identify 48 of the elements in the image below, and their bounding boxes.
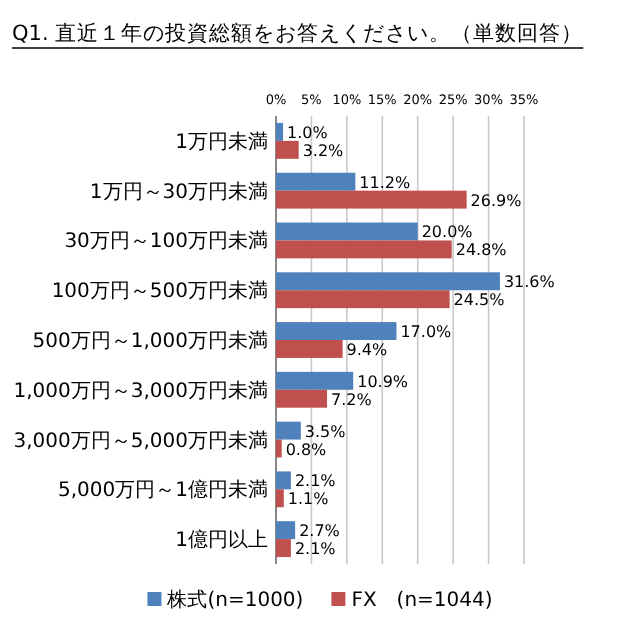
bar xyxy=(276,290,450,309)
data-label: 2.1% xyxy=(294,540,337,559)
data-label: 26.9% xyxy=(470,191,523,210)
data-label: 20.0% xyxy=(421,223,474,242)
bar xyxy=(276,190,467,209)
data-label: 9.4% xyxy=(346,340,389,359)
y-tick-label: 100万円～500万円未満 xyxy=(51,279,268,304)
bar xyxy=(276,122,284,141)
bar xyxy=(276,272,500,291)
bar xyxy=(276,489,284,508)
data-label: 0.8% xyxy=(285,440,328,459)
data-label: 2.1% xyxy=(294,472,337,491)
y-tick-label: 5,000万円～1億円未満 xyxy=(58,478,268,503)
data-label: 17.0% xyxy=(400,323,453,342)
data-label: 1.0% xyxy=(287,123,329,142)
bar xyxy=(276,421,301,440)
data-label: 2.7% xyxy=(299,522,341,541)
bar xyxy=(276,340,343,358)
bar xyxy=(276,371,354,390)
legend-label: FX (n=1044) xyxy=(351,590,493,612)
data-label: 11.2% xyxy=(359,173,411,192)
y-tick-label: 1億円以上 xyxy=(175,528,268,553)
chart-title: Q1. 直近１年の投資総額をお答えください。（単数回答） xyxy=(12,20,584,46)
bar xyxy=(276,172,356,191)
bar xyxy=(276,539,291,558)
y-tick-label: 1,000万円～3,000万円未満 xyxy=(13,378,268,403)
y-tick-label: 30万円～100万円未満 xyxy=(64,229,268,254)
y-tick-label: 1万円～30万円未満 xyxy=(89,179,268,204)
data-label: 3.5% xyxy=(304,422,347,441)
data-label: 24.5% xyxy=(453,291,506,310)
data-label: 31.6% xyxy=(503,273,556,292)
bar xyxy=(276,140,299,159)
data-label: 10.9% xyxy=(357,372,409,391)
y-tick-label: 500万円～1,000万円未満 xyxy=(32,329,268,353)
data-label: 7.2% xyxy=(331,390,373,409)
data-label: 24.8% xyxy=(455,241,508,260)
bar xyxy=(276,322,397,340)
bar xyxy=(276,439,282,458)
y-tick-label: 1万円未満 xyxy=(175,129,268,154)
legend-label: 株式(n=1000) xyxy=(165,588,304,612)
data-label: 1.1% xyxy=(287,490,330,509)
bar xyxy=(276,471,291,490)
data-label: 3.2% xyxy=(302,141,345,160)
bar xyxy=(276,521,296,540)
y-tick-label: 3,000万円～5,000万円未満 xyxy=(13,428,268,453)
bar xyxy=(276,222,418,241)
bar xyxy=(276,389,328,408)
bar xyxy=(276,240,452,259)
